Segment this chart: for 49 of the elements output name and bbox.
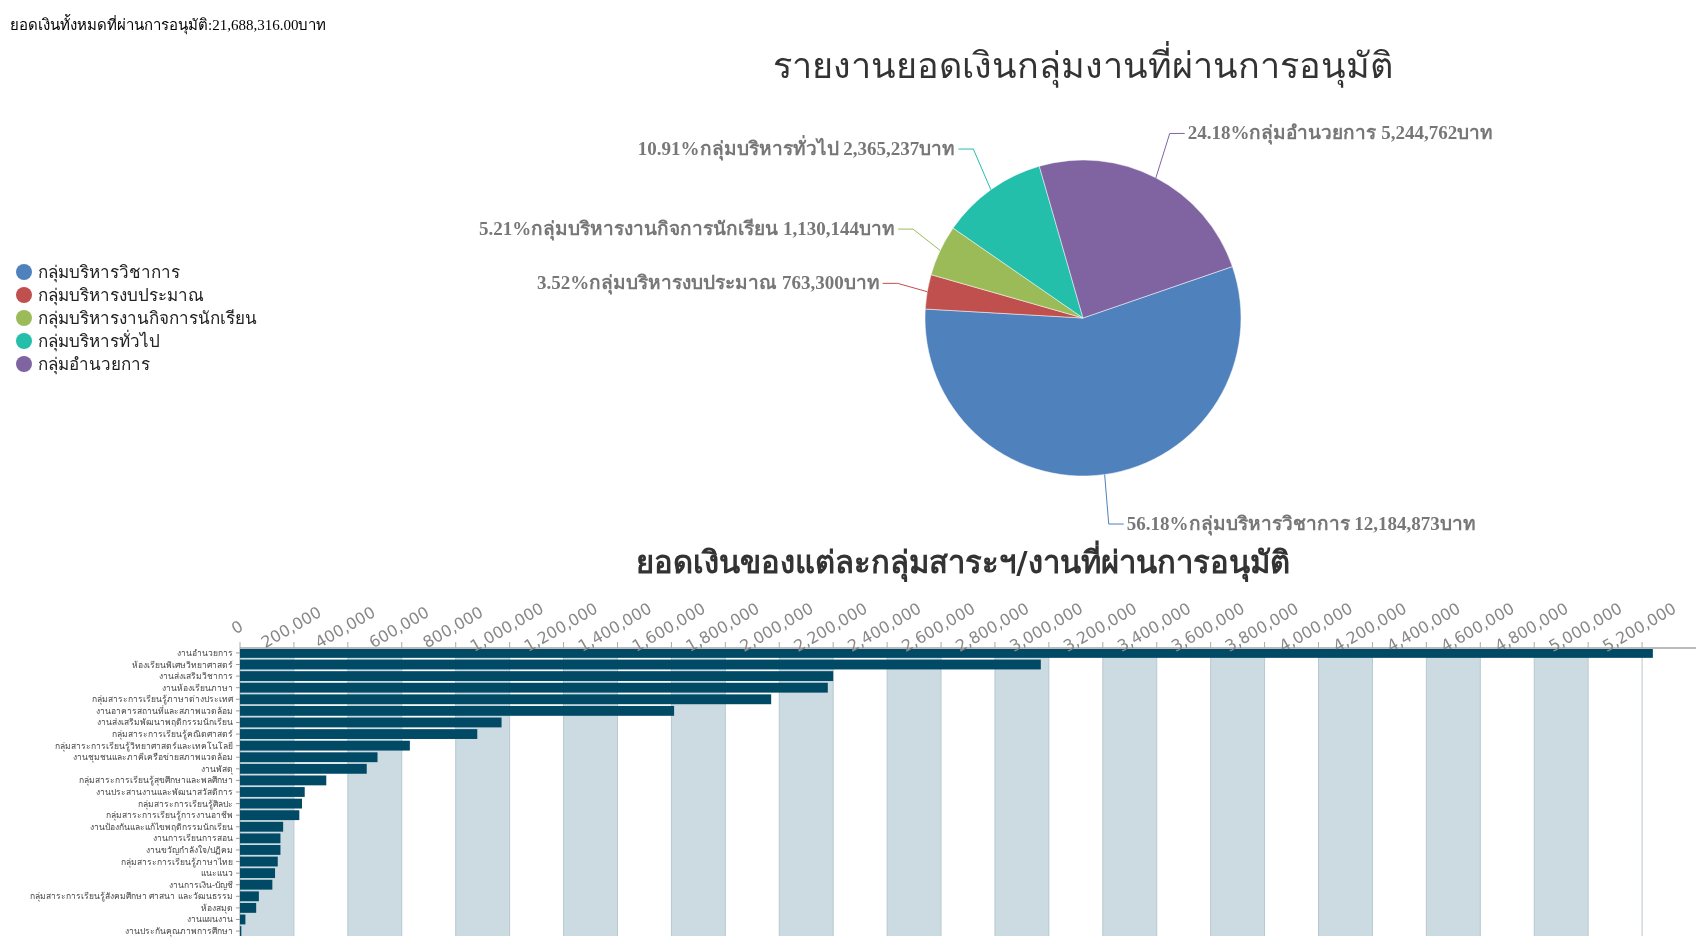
bar: [240, 659, 1041, 670]
y-tick-label: งานขวัญกำลังใจ/ปฏิคม: [146, 844, 233, 855]
bar: [240, 845, 281, 855]
y-tick-label: แนะแนว: [201, 868, 233, 879]
data-label: 56.18%กลุ่มบริหารวิชาการ 12,184,873บาท: [1126, 513, 1476, 537]
data-label: 3.52%กลุ่มบริหารงบประมาณ 763,300บาท: [536, 272, 880, 296]
bar: [240, 902, 257, 913]
bar: [240, 705, 675, 716]
y-tick-label: กลุ่มสาระการเรียนรู้ศิลปะ: [138, 798, 233, 810]
y-tick-label: งานอำนวยการ: [177, 647, 233, 658]
y-tick-label: งานประสานงานและพัฒนาสวัสดิการ: [96, 787, 233, 797]
y-tick-label: งานอาคารสถานที่และสภาพแวดล้อม: [96, 704, 233, 716]
y-tick-label: งานแผนงาน: [187, 914, 233, 925]
y-tick-label: กลุ่มสาระการเรียนรู้ภาษาต่างประเทศ: [92, 694, 234, 706]
legend-label: กลุ่มอำนวยการ: [38, 354, 150, 375]
y-tick-label: ห้องเรียนพิเศษวิทยาศาสตร์: [132, 659, 233, 670]
y-tick-label: งานการเงิน-บัญชี: [168, 879, 233, 890]
bar: [240, 868, 276, 879]
y-tick-label: ห้องสมุด: [201, 902, 233, 914]
legend-label: กลุ่มบริหารงบประมาณ: [38, 285, 204, 306]
y-tick-label: งานชุมชนและภาคีเครือข่ายสภาพแวดล้อม: [73, 752, 233, 764]
y-tick-label: กลุ่มสาระการเรียนรู้คณิตศาสตร์: [112, 729, 233, 741]
data-label: 24.18%กลุ่มอำนวยการ 5,244,762บาท: [1187, 122, 1494, 146]
y-tick-label: กลุ่มสาระการเรียนรู้ภาษาไทย: [121, 856, 233, 868]
legend-label: กลุ่มบริหารงานกิจการนักเรียน: [38, 308, 257, 329]
chart-title: ยอดเงินของแต่ละกลุ่มสาระฯ/งานที่ผ่านการอนุมัติ: [636, 540, 1290, 582]
data-label: 5.21%กลุ่มบริหารงานกิจการนักเรียน 1,130,144บาท: [479, 218, 896, 242]
text: ยอดเงินทั้งหมดที่ผ่านการอนุมัติ:21,688,316.00บาท: [10, 14, 327, 35]
bar: [240, 729, 478, 739]
legend-label: กลุ่มบริหารวิชาการ: [38, 262, 180, 283]
bar: [240, 856, 278, 867]
chart-title: รายงานยอดเงินกลุ่มงานที่ผ่านการอนุมัติ: [773, 41, 1393, 88]
legend-label: กลุ่มบริหารทั่วไป: [38, 329, 160, 352]
y-tick-label: กลุ่มสาระการเรียนรู้สังคมศึกษา ศาสนา และวัฒนธรรม: [29, 891, 233, 903]
y-tick-label: งานพัสดุ: [201, 763, 233, 775]
y-tick-label: งานห้องเรียนภาษา: [162, 682, 233, 693]
bar: [240, 787, 305, 797]
y-tick-label: กลุ่มสาระการเรียนรู้สุขศึกษาและพลศึกษา: [79, 775, 233, 787]
y-tick-label: งานส่งเสริมพัฒนาพฤติกรรมนักเรียน: [97, 717, 233, 728]
bar: [240, 717, 502, 728]
y-tick-label: งานประกันคุณภาพการศึกษา: [125, 926, 233, 938]
y-tick-label: งานป้องกันและแก้ไขพฤติกรรมนักเรียน: [90, 821, 233, 832]
x-tick-label: 0: [228, 616, 247, 639]
y-tick-label: งานการเรียนการสอน: [153, 833, 233, 844]
y-tick-label: งานส่งเสริมวิชาการ: [159, 671, 233, 682]
bar: [240, 671, 834, 682]
y-tick-label: กลุ่มสาระการเรียนรู้วิทยาศาสตร์และเทคโนโลยี: [55, 740, 233, 752]
y-tick-label: กลุ่มสาระการเรียนรู้การงานอาชีพ: [106, 810, 233, 822]
data-label: 10.91%กลุ่มบริหารทั่วไป 2,365,237บาท: [637, 135, 956, 162]
